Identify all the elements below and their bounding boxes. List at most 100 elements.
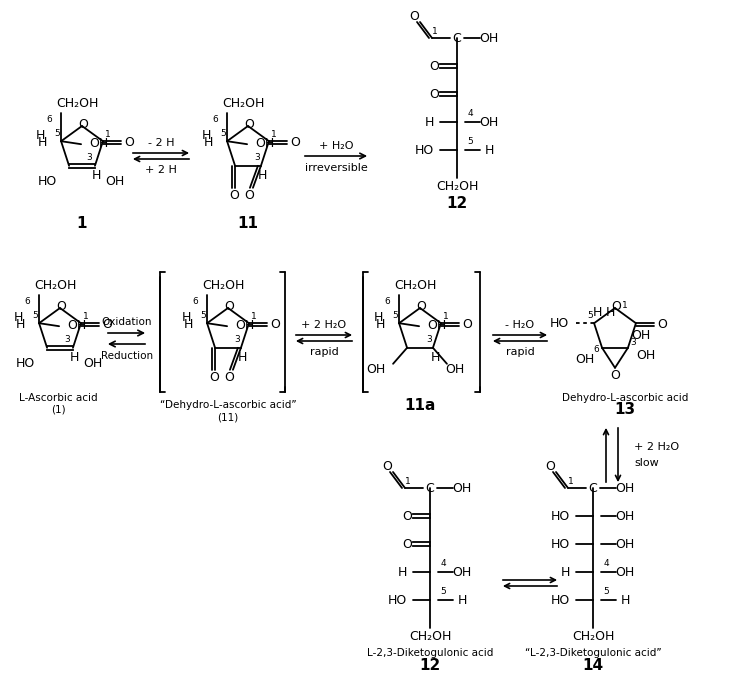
Text: - 2 H: - 2 H — [147, 138, 174, 148]
Text: OH: OH — [453, 482, 472, 494]
Text: 4: 4 — [440, 559, 446, 568]
Text: 5: 5 — [603, 587, 609, 596]
Text: 4: 4 — [603, 559, 609, 568]
Text: O: O — [290, 136, 300, 148]
Text: 5: 5 — [587, 311, 593, 320]
Text: HO: HO — [551, 594, 570, 606]
Text: O: O — [657, 318, 667, 330]
Text: O: O — [224, 371, 234, 384]
Text: 6: 6 — [46, 115, 52, 124]
Text: 3: 3 — [426, 335, 432, 344]
Text: O: O — [124, 136, 134, 148]
Text: H: H — [621, 594, 629, 606]
Text: CH₂OH: CH₂OH — [56, 97, 99, 110]
Text: O: O — [610, 370, 620, 382]
Text: C: C — [453, 32, 461, 45]
Text: 5: 5 — [32, 311, 38, 320]
Text: OH: OH — [67, 318, 86, 332]
Text: OH: OH — [445, 363, 464, 377]
Text: OH: OH — [235, 318, 254, 332]
Text: “Dehydro-L-ascorbic acid”: “Dehydro-L-ascorbic acid” — [160, 400, 296, 410]
Text: CH₂OH: CH₂OH — [394, 279, 436, 292]
Text: 4: 4 — [467, 109, 473, 118]
Text: H: H — [70, 351, 80, 364]
Text: 5: 5 — [467, 137, 473, 146]
Text: HO: HO — [415, 144, 434, 157]
Text: O: O — [209, 371, 219, 384]
Text: + 2 H₂O: + 2 H₂O — [301, 320, 346, 330]
Text: 5: 5 — [440, 587, 446, 596]
Text: (1): (1) — [51, 405, 66, 415]
Text: 12: 12 — [447, 195, 467, 211]
Text: 11: 11 — [237, 216, 259, 230]
Text: 14: 14 — [582, 657, 604, 673]
Text: 6: 6 — [192, 297, 198, 306]
Text: O: O — [382, 459, 392, 473]
Text: 6: 6 — [593, 345, 599, 354]
Text: O: O — [244, 189, 254, 202]
Text: + 2 H₂O: + 2 H₂O — [634, 442, 679, 452]
Text: OH: OH — [615, 538, 635, 550]
Text: CH₂OH: CH₂OH — [34, 279, 77, 292]
Text: 6: 6 — [24, 297, 30, 306]
Text: H: H — [182, 311, 191, 323]
Text: 6: 6 — [384, 297, 390, 306]
Text: Reduction: Reduction — [101, 351, 153, 361]
Text: 3: 3 — [64, 335, 70, 344]
Text: CH₂OH: CH₂OH — [572, 629, 614, 643]
Text: rapid: rapid — [310, 347, 338, 357]
Text: OH: OH — [632, 329, 651, 342]
Text: OH: OH — [83, 357, 102, 370]
Text: “L-2,3-Diketogulonic acid”: “L-2,3-Diketogulonic acid” — [525, 648, 661, 658]
Text: 13: 13 — [615, 402, 635, 417]
Text: OH: OH — [105, 175, 124, 188]
Text: O: O — [244, 118, 254, 130]
Text: OH: OH — [89, 136, 108, 150]
Text: HO: HO — [550, 316, 569, 330]
Text: rapid: rapid — [506, 347, 534, 357]
Text: + H₂O: + H₂O — [318, 141, 353, 151]
Text: OH: OH — [575, 354, 594, 366]
Text: H: H — [203, 136, 213, 148]
Text: HO: HO — [551, 538, 570, 550]
Text: 1: 1 — [105, 130, 111, 139]
Text: H: H — [398, 566, 407, 578]
Text: 1: 1 — [443, 312, 449, 321]
Text: O: O — [56, 300, 66, 312]
Text: 1: 1 — [568, 477, 574, 486]
Text: Oxidation: Oxidation — [102, 317, 153, 327]
Text: 3: 3 — [86, 153, 92, 162]
Text: H: H — [202, 129, 211, 141]
Text: CH₂OH: CH₂OH — [436, 179, 478, 193]
Text: 11a: 11a — [405, 398, 436, 412]
Text: O: O — [462, 318, 472, 330]
Text: O: O — [402, 538, 412, 550]
Text: 5: 5 — [200, 311, 206, 320]
Text: 3: 3 — [254, 153, 260, 162]
Text: O: O — [545, 459, 555, 473]
Text: O: O — [429, 88, 439, 101]
Text: H: H — [561, 566, 570, 578]
Text: CH₂OH: CH₂OH — [222, 97, 265, 110]
Text: + 2 H: + 2 H — [145, 165, 177, 175]
Text: 1: 1 — [251, 312, 256, 321]
Text: O: O — [429, 60, 439, 73]
Text: HO: HO — [388, 594, 407, 606]
Text: C: C — [589, 482, 598, 494]
Text: H: H — [92, 169, 102, 182]
Text: 5: 5 — [55, 129, 60, 138]
Text: OH: OH — [453, 566, 472, 578]
Text: H: H — [458, 594, 467, 606]
Text: O: O — [409, 10, 419, 22]
Text: H: H — [258, 169, 268, 182]
Text: HO: HO — [38, 175, 57, 188]
Text: O: O — [229, 189, 239, 202]
Text: 1: 1 — [83, 312, 88, 321]
Text: irreversible: irreversible — [304, 163, 367, 173]
Text: H: H — [14, 311, 23, 323]
Text: CH₂OH: CH₂OH — [409, 629, 451, 643]
Text: C: C — [426, 482, 434, 494]
Text: O: O — [78, 118, 88, 130]
Text: - H₂O: - H₂O — [506, 320, 534, 330]
Text: H: H — [184, 318, 193, 330]
